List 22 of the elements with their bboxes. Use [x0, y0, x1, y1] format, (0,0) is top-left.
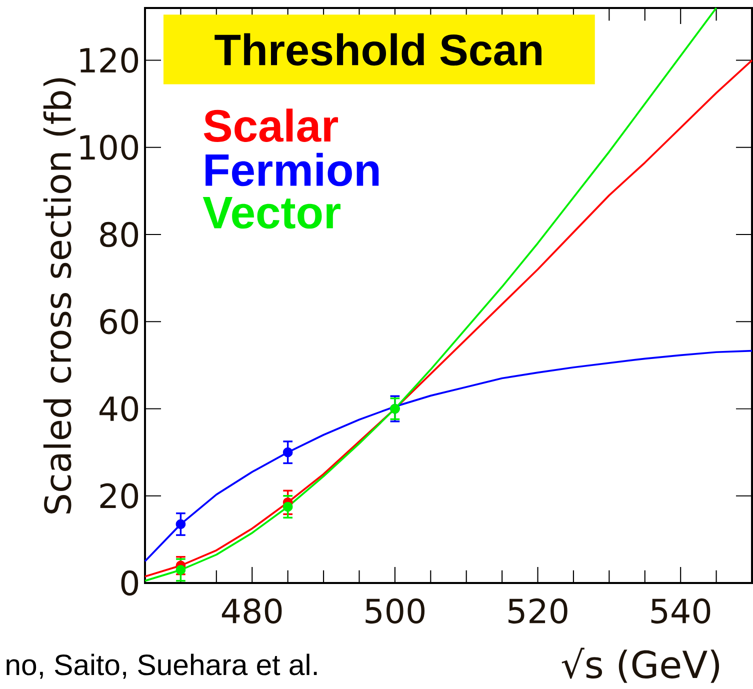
x-axis-title: √s (GeV) [562, 648, 720, 683]
y-tick-label: 120 [80, 48, 138, 73]
x-tick-label: 480 [222, 598, 282, 624]
text: Fermion [206, 152, 379, 186]
point [176, 564, 186, 575]
y-tick-label: 80 [100, 222, 138, 248]
y-tick-label: 20 [100, 483, 138, 508]
text: Vector [202, 197, 340, 229]
text: no, Saito, Suehara et al. [6, 654, 317, 679]
y-tick-label: 100 [80, 134, 138, 160]
chart-title: Threshold Scan [214, 33, 542, 66]
y-tick-label: 0 [121, 570, 138, 596]
point [282, 502, 293, 512]
point [176, 519, 186, 530]
y-tick-label: 60 [100, 309, 138, 334]
x-tick-label: 540 [651, 598, 710, 624]
y-tick-label: 40 [100, 396, 138, 422]
text: Scalar [204, 108, 338, 142]
y-axis-title: Scaled cross section (fb) [43, 78, 76, 514]
point [282, 447, 293, 458]
x-tick-label: 500 [366, 598, 425, 624]
x-tick-label: 520 [508, 598, 568, 624]
